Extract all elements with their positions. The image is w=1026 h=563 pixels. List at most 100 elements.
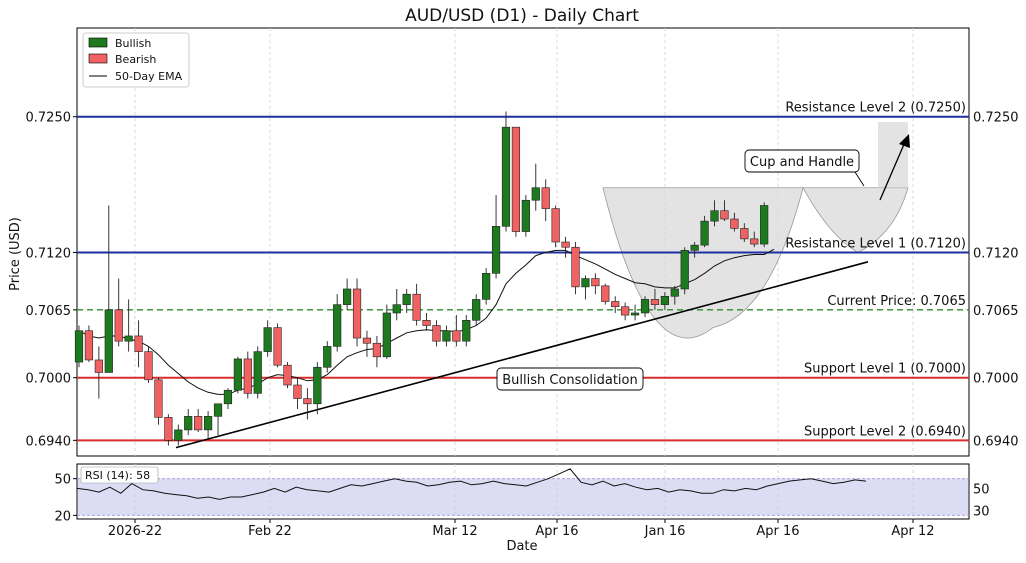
cup-handle-pointer	[854, 171, 865, 187]
trendline	[175, 261, 869, 449]
candle-body-69	[760, 205, 769, 245]
candle-body-18	[253, 351, 262, 394]
candle-body-7	[144, 351, 153, 381]
candle-body-8	[154, 379, 163, 418]
legend-bullish-swatch	[88, 37, 108, 48]
candle-body-58	[650, 299, 660, 305]
candle-body-34	[412, 293, 421, 321]
level-label-2: Current Price: 0.7065	[827, 294, 966, 309]
y-tick-2: 0.7065	[26, 304, 72, 319]
candle-body-22	[293, 384, 302, 399]
candle-body-44	[511, 126, 521, 232]
candle-body-3	[104, 309, 113, 373]
annotations: Cup and Handle Bullish Consolidation	[496, 134, 910, 391]
candle-body-37	[442, 330, 451, 342]
breakout-arrow-line	[879, 141, 906, 201]
candle-body-62	[690, 244, 699, 251]
candle-body-60	[670, 288, 679, 297]
level-label-0: Resistance Level 2 (0.7250)	[785, 101, 966, 116]
level-label-3: Support Level 1 (0.7000)	[804, 362, 966, 377]
x-tick-1: Feb 22	[248, 524, 292, 539]
candle-body-36	[432, 325, 441, 342]
candle-body-28	[352, 288, 362, 339]
x-tick-0: 2026-22	[108, 524, 162, 539]
right-tick-4: 0.6940	[973, 434, 1019, 449]
right-tick-2: 0.7065	[973, 304, 1019, 319]
candle-body-27	[343, 288, 352, 305]
candle-body-1	[84, 330, 94, 361]
breakout-arrow-head	[899, 134, 910, 148]
candle-body-41	[482, 273, 491, 300]
candle-body-20	[273, 327, 282, 366]
rsi-line	[76, 468, 867, 500]
candle-body-17	[243, 358, 252, 394]
legend-bearish-swatch	[88, 53, 108, 64]
candle-body-49	[561, 241, 570, 248]
candle-body-42	[491, 226, 501, 274]
candle-body-53	[601, 285, 610, 302]
candle-body-31	[382, 312, 391, 358]
candle-body-11	[184, 416, 193, 431]
candle-body-65	[720, 210, 729, 220]
candle-body-63	[700, 220, 709, 246]
legend-ema-label: 50-Day EMA	[115, 70, 183, 83]
right-tick-0: 0.7250	[973, 111, 1019, 126]
candle-body-13	[203, 416, 213, 431]
candle-body-14	[213, 403, 223, 417]
chart-title: AUD/USD (D1) - Daily Chart	[405, 6, 639, 26]
candle-body-25	[323, 346, 332, 368]
x-tick-4: Jan 16	[644, 524, 686, 539]
candles	[74, 111, 769, 446]
candle-body-32	[392, 304, 401, 314]
candle-body-38	[452, 330, 461, 342]
rsi-right-tick-0: 50	[973, 482, 990, 497]
rsi-panel: 50 20 50 30 RSI (14): 58	[54, 463, 990, 525]
candle-body-26	[333, 304, 342, 347]
rsi-line-layer	[76, 468, 867, 500]
x-tick-5: Apr 16	[756, 524, 799, 539]
candle-body-35	[422, 319, 431, 326]
x-axis-label: Date	[506, 539, 537, 554]
candle-body-45	[521, 199, 530, 232]
candle-body-55	[621, 306, 630, 316]
legend-box	[82, 32, 190, 88]
x-tick-3: Apr 16	[535, 524, 578, 539]
main-plot: Resistance Level 2 (0.7250) Resistance Le…	[26, 27, 1019, 457]
x-ticks: 2026-22 Feb 22 Mar 12 Apr 16 Jan 16 Apr 16 Apr…	[108, 519, 935, 539]
y-tick-4: 0.7250	[26, 111, 72, 126]
candle-body-48	[551, 208, 560, 243]
candle-body-47	[541, 187, 550, 209]
rsi-right-tick-1: 30	[973, 504, 990, 519]
right-tick-1: 0.7120	[973, 246, 1019, 261]
candle-body-56	[630, 312, 640, 316]
legend-bearish-label: Bearish	[115, 53, 156, 66]
rsi-band-fill	[78, 478, 968, 516]
candle-body-64	[710, 210, 719, 222]
x-tick-6: Apr 12	[891, 524, 934, 539]
candle-body-57	[640, 299, 650, 314]
right-tick-3: 0.7000	[973, 372, 1019, 387]
y-tick-0: 0.6940	[26, 434, 72, 449]
candle-body-23	[303, 398, 312, 405]
candle-body-21	[283, 364, 292, 386]
candle-body-67	[740, 228, 749, 240]
x-tick-2: Mar 12	[432, 524, 477, 539]
candle-body-0	[74, 330, 84, 363]
candle-body-66	[730, 218, 739, 229]
candle-body-39	[462, 319, 471, 342]
candle-body-33	[402, 293, 411, 305]
candle-body-68	[750, 238, 759, 245]
candle-body-16	[233, 358, 242, 391]
candle-body-2	[94, 359, 103, 373]
y-axis-label: Price (USD)	[8, 217, 23, 291]
rsi-left-tick-1: 20	[54, 509, 71, 524]
level-label-1: Resistance Level 1 (0.7120)	[785, 236, 966, 251]
rsi-label-box	[80, 466, 159, 484]
rsi-ticks: 50 20 50 30	[54, 473, 989, 525]
candle-body-61	[680, 250, 689, 290]
consolidation-box	[496, 367, 644, 391]
candle-body-15	[223, 389, 233, 405]
candle-body-51	[581, 278, 590, 288]
trendline-layer	[175, 261, 869, 449]
